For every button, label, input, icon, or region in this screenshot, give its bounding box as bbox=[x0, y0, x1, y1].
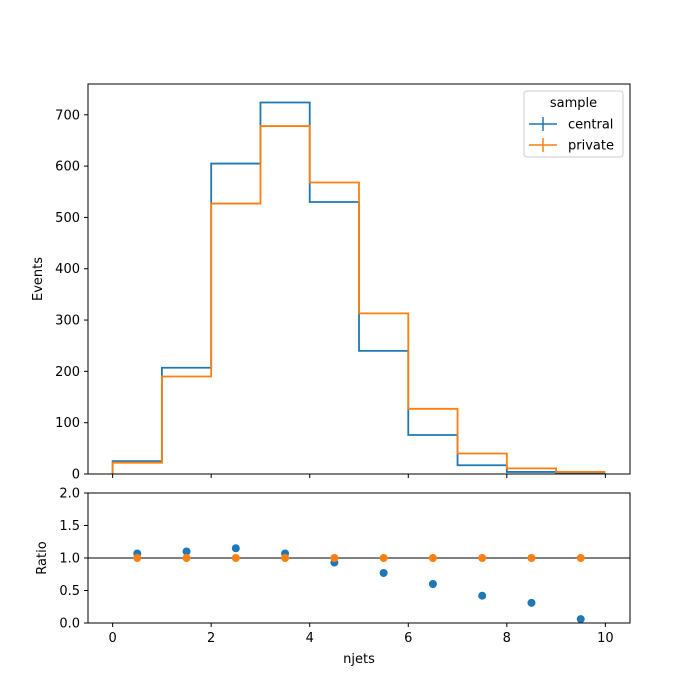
ratio-y-tick-label: 2.0 bbox=[59, 487, 80, 502]
main-y-tick-label: 200 bbox=[55, 365, 80, 380]
ratio-point-series-0 bbox=[576, 615, 585, 624]
ratio-y-axis-ticks: 0.0 0.5 1.0 1.5 2.0 bbox=[59, 487, 88, 632]
ratio-point-series-0 bbox=[182, 547, 191, 556]
ratio-point-series-0 bbox=[527, 598, 536, 607]
ratio-point-series-1 bbox=[330, 554, 339, 562]
legend-title: sample bbox=[550, 96, 597, 111]
ratio-point-series-1 bbox=[478, 554, 487, 562]
ratio-point-series-1 bbox=[576, 554, 585, 562]
ratio-point-series-0 bbox=[428, 580, 437, 588]
ratio-point-series-1 bbox=[281, 554, 290, 562]
legend: sample central private bbox=[523, 90, 624, 158]
ratio-x-tick-label: 4 bbox=[306, 631, 314, 646]
ratio-y-axis-label: Ratio bbox=[35, 541, 50, 574]
ratio-x-tick-label: 10 bbox=[597, 631, 614, 646]
ratio-x-tick-label: 8 bbox=[503, 631, 511, 646]
ratio-x-tick-label: 0 bbox=[108, 631, 116, 646]
ratio-y-tick-label: 0.5 bbox=[59, 584, 80, 599]
main-y-tick-label: 700 bbox=[55, 108, 80, 123]
ratio-point-series-1 bbox=[231, 554, 240, 562]
ratio-x-tick-label: 6 bbox=[404, 631, 412, 646]
main-y-tick-label: 500 bbox=[55, 211, 80, 226]
legend-entry-central: central bbox=[529, 117, 613, 133]
main-x-axis-ticks bbox=[112, 474, 606, 478]
main-axes-frame bbox=[87, 83, 631, 475]
main-y-tick-label: 100 bbox=[55, 416, 80, 431]
ratio-plot-area bbox=[88, 544, 630, 624]
ratio-point-series-1 bbox=[527, 554, 536, 562]
main-y-tick-label: 600 bbox=[55, 160, 80, 175]
ratio-x-tick-label: 2 bbox=[207, 631, 215, 646]
ratio-point-series-1 bbox=[379, 554, 388, 562]
ratio-y-tick-label: 0.0 bbox=[59, 617, 80, 632]
ratio-y-tick-label: 1.5 bbox=[59, 519, 80, 534]
main-plot-area bbox=[111, 101, 606, 475]
ratio-panel: 0.0 0.5 1.0 1.5 2.0 0 2 4 6 8 10 Ratio njets bbox=[35, 487, 631, 667]
main-panel: 0 100 200 300 400 500 600 700 Events sample cen… bbox=[31, 83, 631, 483]
ratio-axes-frame bbox=[87, 492, 631, 624]
ratio-point-series-1 bbox=[182, 554, 191, 562]
x-axis-label: njets bbox=[343, 652, 375, 667]
main-y-tick-label: 400 bbox=[55, 262, 80, 277]
ratio-x-axis-ticks: 0 2 4 6 8 10 bbox=[108, 623, 614, 646]
main-y-tick-label: 300 bbox=[55, 314, 80, 329]
ratio-point-series-0 bbox=[379, 568, 388, 577]
ratio-point-series-1 bbox=[133, 554, 142, 562]
legend-entry-private: private bbox=[529, 138, 614, 154]
ratio-y-tick-label: 1.0 bbox=[59, 552, 80, 567]
legend-label-private: private bbox=[568, 139, 614, 154]
ratio-point-series-0 bbox=[231, 544, 240, 553]
main-y-axis-ticks: 0 100 200 300 400 500 600 700 bbox=[55, 108, 88, 483]
main-y-axis-label: Events bbox=[31, 257, 46, 301]
histogram-step-private bbox=[111, 125, 606, 474]
ratio-point-series-0 bbox=[478, 591, 487, 600]
main-y-tick-label: 0 bbox=[72, 468, 80, 483]
ratio-point-series-1 bbox=[428, 554, 437, 562]
legend-label-central: central bbox=[568, 118, 613, 133]
legend-box bbox=[523, 90, 624, 158]
